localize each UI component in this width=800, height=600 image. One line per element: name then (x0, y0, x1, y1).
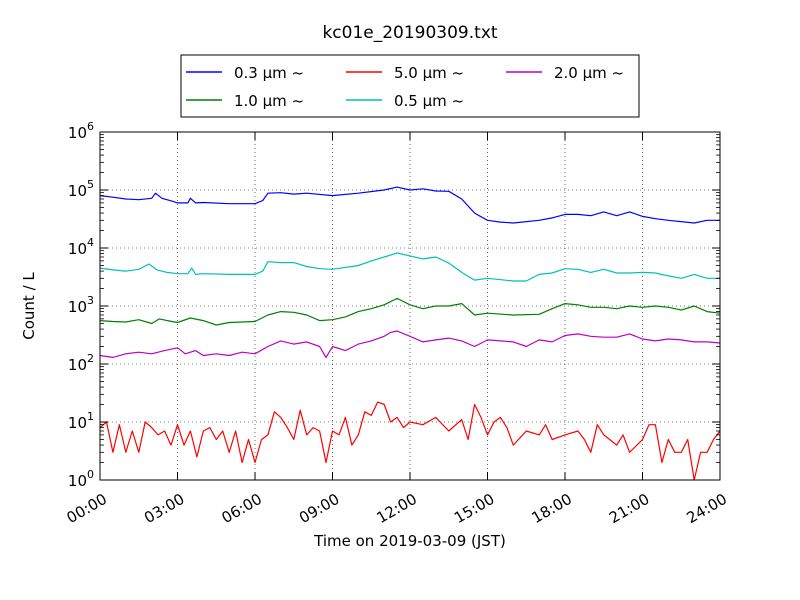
legend-label: 1.0 μm ~ (234, 92, 304, 110)
x-tick-label: 03:00 (141, 490, 187, 527)
x-tick-label: 00:00 (64, 490, 110, 527)
x-tick-label: 06:00 (219, 490, 265, 527)
y-axis-label: Count / L (20, 272, 38, 340)
series-line-4 (99, 252, 720, 282)
legend-label: 0.5 μm ~ (394, 92, 464, 110)
y-tick-label: 104 (68, 236, 94, 258)
series-layer (99, 186, 721, 481)
grid-lines (100, 132, 720, 480)
legend: 0.3 μm ~ 1.0 μm ~ 5.0 μm ~ 0.5 μm ~ 2.0 μm ~ (180, 54, 640, 118)
x-axis-label: Time on 2019-03-09 (JST) (313, 532, 506, 550)
series-line-5 (99, 330, 721, 358)
x-tick-label: 21:00 (606, 490, 652, 527)
x-tick-label: 18:00 (529, 490, 575, 527)
y-tick-label: 106 (68, 120, 94, 142)
series-line-1 (99, 186, 720, 224)
chart-title: kc01e_20190309.txt (322, 23, 497, 43)
y-axis: 100 101 102 103 104 105 106 (68, 120, 720, 490)
legend-label: 0.3 μm ~ (234, 64, 304, 82)
series-line-3 (99, 401, 721, 481)
y-tick-label: 100 (68, 468, 94, 490)
x-tick-label: 12:00 (374, 490, 420, 527)
x-tick-label: 09:00 (296, 490, 342, 527)
legend-label: 5.0 μm ~ (394, 64, 464, 82)
x-tick-label: 24:00 (684, 490, 730, 527)
y-tick-label: 105 (68, 178, 94, 200)
y-tick-label: 103 (68, 294, 94, 316)
y-tick-label: 101 (68, 410, 94, 432)
legend-label: 2.0 μm ~ (554, 64, 624, 82)
series-line-2 (99, 297, 721, 326)
x-tick-label: 15:00 (451, 490, 497, 527)
legend-box (180, 54, 640, 118)
y-tick-label: 102 (68, 352, 94, 374)
